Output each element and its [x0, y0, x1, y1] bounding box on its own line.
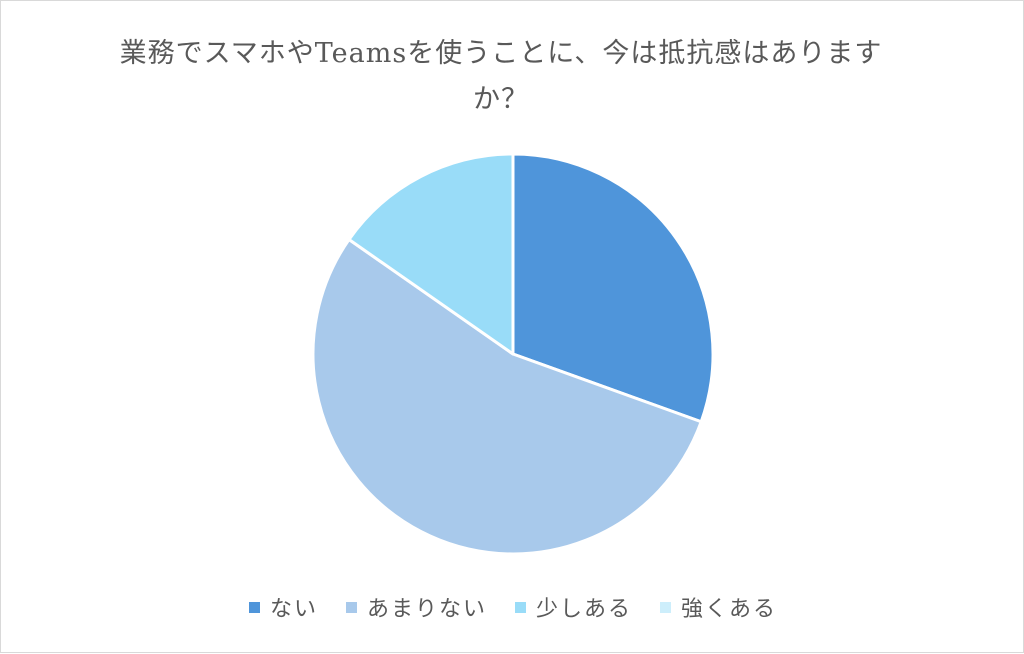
legend-item-1: ない: [248, 591, 318, 623]
legend-item-3: 少しある: [515, 591, 632, 623]
legend-swatch: [660, 601, 672, 613]
legend-label: ない: [269, 597, 318, 622]
legend-swatch: [515, 601, 526, 613]
legend-swatch: [345, 601, 357, 613]
legend-label: あまりない: [366, 597, 487, 622]
legend-item-4: 強くある: [660, 591, 777, 623]
legend-item-2: あまりない: [345, 591, 487, 623]
legend-swatch: [248, 601, 260, 613]
legend-label: 少しある: [536, 597, 633, 622]
pie-slice-3: [347, 152, 515, 356]
chart-title: 業務でスマホやTeamsを使うことに、今は抵抗感はありますか？: [119, 38, 883, 115]
chart-legend: ない あまりない 少しある 強くある: [1, 591, 1024, 623]
legend-label: 強くある: [681, 597, 778, 622]
pie-slice-2: [311, 238, 703, 556]
pie-slice-1: [511, 152, 715, 424]
